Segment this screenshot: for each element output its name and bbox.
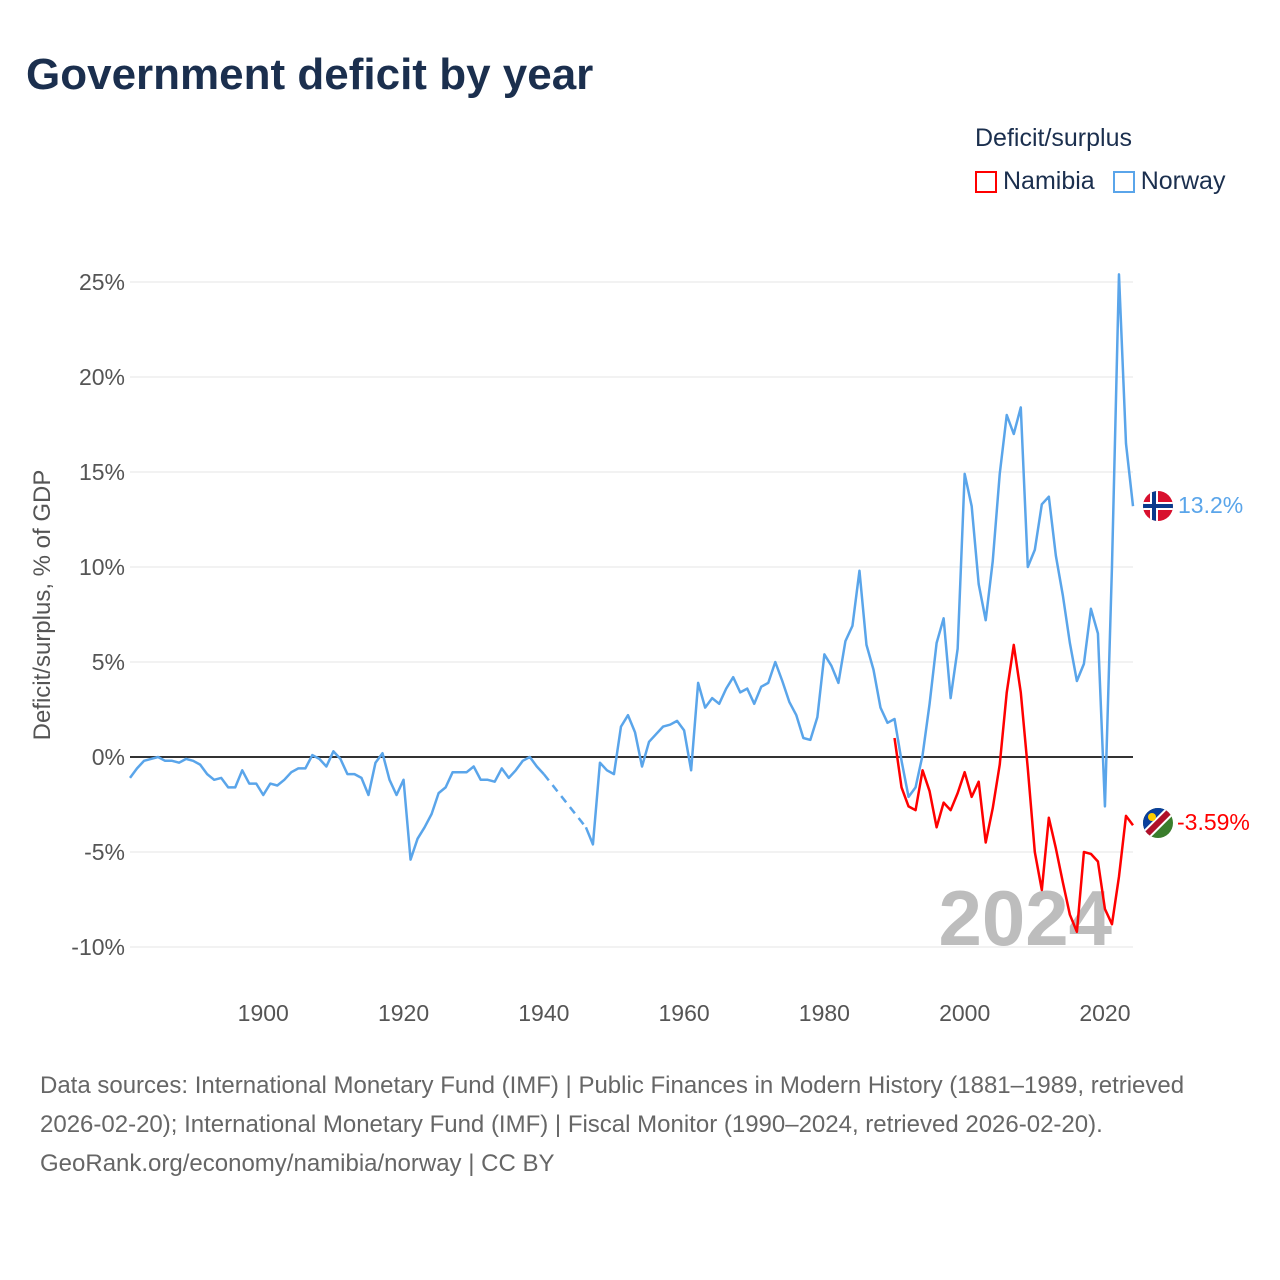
norway-end-label: 13.2% xyxy=(1178,492,1243,518)
namibia-end-label: -3.59% xyxy=(1177,809,1250,835)
x-tick-label: 1920 xyxy=(378,1000,429,1026)
namibia-series-line xyxy=(893,643,1134,934)
line-chart: -10% -5% 0% 5% 10% 15% 20% 25% 1900 1920 1940 1960 1… xyxy=(29,269,1250,1026)
x-tick-label: 1940 xyxy=(518,1000,569,1026)
x-tick-label: 2000 xyxy=(939,1000,990,1026)
y-tick-label: 10% xyxy=(79,554,125,580)
y-tick-label: 5% xyxy=(92,649,125,675)
norway-flag-icon xyxy=(1143,491,1173,521)
legend-label-namibia: Namibia xyxy=(1003,167,1095,195)
legend: Deficit/surplus Namibia Norway xyxy=(975,124,1225,196)
namibia-flag-icon xyxy=(1143,808,1173,838)
y-tick-label: 15% xyxy=(79,459,125,485)
x-tick-label: 1980 xyxy=(799,1000,850,1026)
y-axis-label: Deficit/surplus, % of GDP xyxy=(29,470,56,741)
legend-title: Deficit/surplus xyxy=(975,124,1132,152)
y-tick-label: 0% xyxy=(92,744,125,770)
norway-series-line xyxy=(584,273,1135,846)
x-tick-label: 1960 xyxy=(659,1000,710,1026)
y-tick-label: -10% xyxy=(71,934,125,960)
legend-item-norway[interactable]: Norway xyxy=(1112,167,1226,196)
norway-series-line xyxy=(128,750,545,861)
y-tick-label: -5% xyxy=(84,839,125,865)
x-tick-label: 2020 xyxy=(1079,1000,1130,1026)
legend-swatch-norway xyxy=(1112,170,1135,193)
x-tick-label: 1900 xyxy=(238,1000,289,1026)
data-sources: Data sources: International Monetary Fun… xyxy=(40,1072,1185,1138)
legend-swatch-namibia xyxy=(975,170,997,193)
legend-label-norway: Norway xyxy=(1140,167,1226,195)
y-tick-label: 25% xyxy=(79,269,125,295)
y-tick-label: 20% xyxy=(79,364,125,390)
chart-title: Government deficit by year xyxy=(26,50,594,99)
current-year-watermark: 2024 xyxy=(938,874,1112,962)
norway-gap-line xyxy=(542,773,587,829)
footer: Data sources: International Monetary Fun… xyxy=(40,1066,1240,1183)
legend-item-namibia[interactable]: Namibia xyxy=(975,167,1095,196)
credit-link[interactable]: GeoRank.org/economy/namibia/norway | CC … xyxy=(40,1150,555,1177)
